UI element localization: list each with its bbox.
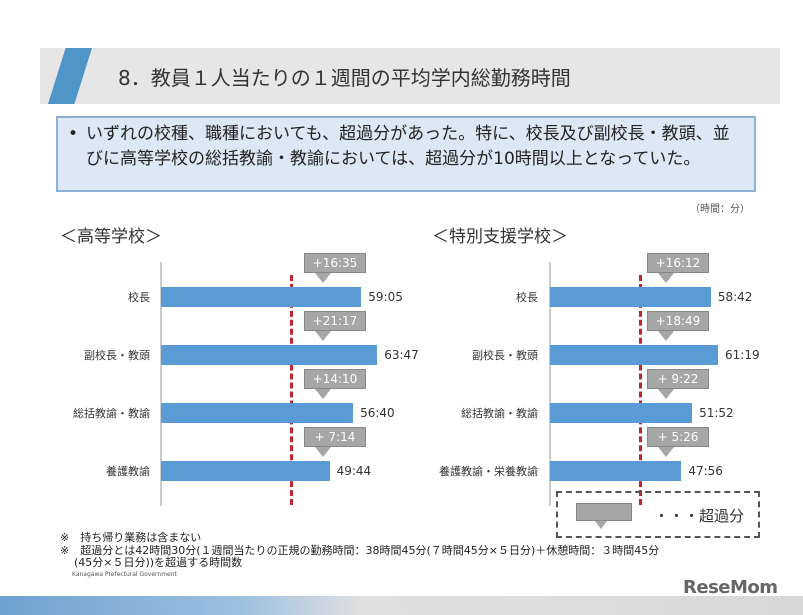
bar <box>161 461 330 481</box>
footnote-3: (45分×５日分))を超過する時間数 <box>74 556 243 569</box>
footnote-1: ※ 持ち帰り業務は含まない <box>60 531 202 544</box>
value-label: 49:44 <box>336 464 372 478</box>
overtime-callout: +18:49 <box>647 311 709 341</box>
chart-title-high-school: ＜高等学校＞ <box>60 227 162 247</box>
legend-label: ・・・超過分 <box>654 507 745 525</box>
category-label: 養護教諭 <box>106 465 150 478</box>
bar <box>550 287 711 307</box>
bar <box>161 287 362 307</box>
y-axis <box>549 262 551 506</box>
value-label: 58:42 <box>717 290 753 304</box>
value-label: 59:05 <box>368 290 403 304</box>
overtime-callout: +14:10 <box>304 369 366 399</box>
value-label: 51:52 <box>699 406 734 420</box>
footer-band <box>0 596 803 615</box>
legend-swatch <box>576 503 632 529</box>
overtime-callout: +16:12 <box>647 253 709 283</box>
category-label: 総括教諭・教諭 <box>73 407 150 420</box>
header-band <box>40 48 780 104</box>
chart-title-special-support: ＜特別支援学校＞ <box>432 227 568 247</box>
category-label: 副校長・教頭 <box>472 349 538 362</box>
reference-line <box>639 275 642 505</box>
bar <box>550 461 682 481</box>
credit: Kanagawa Prefectural Government <box>72 571 177 578</box>
footnote-2: ※ 超過分とは42時間30分(１週間当たりの正規の勤務時間：38時間45分(７時… <box>60 544 660 557</box>
overtime-callout: + 5:26 <box>647 427 709 457</box>
summary-text: いずれの校種、職種においても、超過分があった。特に、校長及び副校長・教頭、並びに… <box>86 124 730 169</box>
overtime-callout: +16:35 <box>304 253 366 283</box>
summary-box: • いずれの校種、職種においても、超過分があった。特に、校長及び副校長・教頭、並び… <box>56 116 756 192</box>
bar <box>161 345 378 365</box>
category-label: 校長 <box>516 291 538 304</box>
page-title: 8．教員１人当たりの１週間の平均学内総勤務時間 <box>118 66 571 90</box>
category-label: 副校長・教頭 <box>84 349 150 362</box>
bar <box>550 345 718 365</box>
legend: ・・・超過分 <box>556 491 760 538</box>
bullet: • <box>68 124 79 144</box>
overtime-callout: +21:17 <box>304 311 366 341</box>
watermark-logo: ReseMom <box>683 577 778 598</box>
overtime-callout: + 7:14 <box>304 427 366 457</box>
value-label: 47:56 <box>688 464 723 478</box>
category-label: 養護教諭・栄養教諭 <box>439 465 538 478</box>
value-label: 61:19 <box>725 348 760 362</box>
value-label: 56:40 <box>360 406 395 420</box>
category-label: 総括教諭・教諭 <box>461 407 538 420</box>
reference-line <box>290 275 293 505</box>
y-axis <box>160 262 162 506</box>
bar <box>550 403 693 423</box>
unit-label: （時間：分） <box>690 204 750 215</box>
value-label: 63:47 <box>384 348 419 362</box>
overtime-callout: + 9:22 <box>647 369 709 399</box>
category-label: 校長 <box>128 291 150 304</box>
bar <box>161 403 354 423</box>
